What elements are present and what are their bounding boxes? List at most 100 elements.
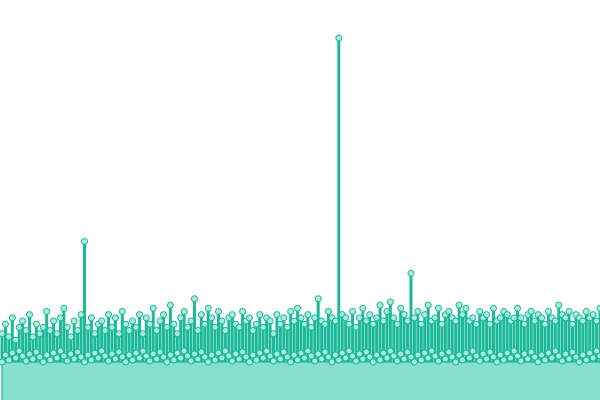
baseline-marker bbox=[276, 355, 284, 363]
baseline-marker bbox=[459, 356, 467, 364]
lollipop-marker bbox=[383, 307, 391, 315]
baseline-marker bbox=[407, 353, 415, 361]
lollipop-marker bbox=[321, 320, 329, 328]
lollipop-marker bbox=[273, 311, 281, 319]
lollipop-marker bbox=[194, 327, 202, 335]
baseline-marker bbox=[297, 349, 305, 357]
lollipop-marker bbox=[565, 307, 573, 315]
lollipop-marker bbox=[1, 320, 9, 328]
baseline-marker bbox=[431, 352, 439, 360]
lollipop-marker bbox=[459, 311, 467, 319]
lollipop-marker bbox=[476, 307, 484, 315]
lollipop-marker bbox=[53, 330, 61, 338]
lollipop-marker bbox=[541, 320, 549, 328]
baseline-marker bbox=[527, 348, 535, 356]
lollipop-marker bbox=[311, 314, 319, 322]
lollipop-marker bbox=[146, 320, 154, 328]
baseline-marker bbox=[445, 348, 453, 356]
baseline-marker bbox=[569, 348, 577, 356]
baseline-marker bbox=[352, 357, 360, 365]
baseline-marker bbox=[115, 348, 123, 356]
baseline-marker bbox=[32, 348, 40, 356]
lollipop-marker bbox=[118, 307, 126, 315]
baseline-marker bbox=[156, 348, 164, 356]
lollipop-marker bbox=[215, 307, 223, 315]
baseline-marker bbox=[142, 352, 150, 360]
lollipop-marker bbox=[221, 327, 229, 335]
baseline-marker bbox=[572, 353, 580, 361]
lollipop-marker bbox=[376, 301, 384, 309]
baseline-marker bbox=[376, 356, 384, 364]
lollipop-marker bbox=[431, 314, 439, 322]
baseline-marker bbox=[304, 347, 312, 355]
lollipop-marker bbox=[187, 317, 195, 325]
baseline-marker bbox=[8, 349, 16, 357]
lollipop-marker bbox=[307, 323, 315, 331]
lollipop-marker bbox=[36, 330, 44, 338]
baseline-marker bbox=[163, 358, 171, 366]
lollipop-marker bbox=[352, 323, 360, 331]
lollipop-marker bbox=[452, 317, 460, 325]
lollipop-marker bbox=[208, 314, 216, 322]
lollipop-marker bbox=[266, 317, 274, 325]
baseline-marker bbox=[596, 352, 600, 360]
lollipop-marker bbox=[74, 327, 82, 335]
baseline-marker bbox=[318, 355, 326, 363]
baseline-marker bbox=[105, 357, 113, 365]
baseline-marker bbox=[273, 350, 281, 358]
baseline-marker bbox=[108, 350, 116, 358]
lollipop-marker bbox=[12, 336, 20, 344]
baseline-marker bbox=[263, 347, 271, 355]
lollipop-marker bbox=[369, 320, 377, 328]
baseline-marker bbox=[589, 354, 597, 362]
lollipop-marker bbox=[108, 323, 116, 331]
lollipop-marker bbox=[455, 301, 463, 309]
lollipop-marker bbox=[235, 323, 243, 331]
lollipop-marker bbox=[397, 304, 405, 312]
lollipop-marker bbox=[469, 314, 477, 322]
baseline-marker bbox=[266, 352, 274, 360]
lollipop-marker bbox=[5, 333, 13, 341]
baseline-marker bbox=[242, 353, 250, 361]
lollipop-marker bbox=[239, 307, 247, 315]
baseline-marker bbox=[307, 352, 315, 360]
lollipop-marker bbox=[290, 317, 298, 325]
baseline-marker bbox=[414, 351, 422, 359]
baseline-marker bbox=[483, 355, 491, 363]
baseline-marker bbox=[221, 347, 229, 355]
lollipop-marker bbox=[287, 307, 295, 315]
baseline-marker bbox=[424, 354, 432, 362]
baseline-marker bbox=[87, 356, 95, 364]
baseline-marker bbox=[111, 355, 119, 363]
baseline-marker bbox=[544, 349, 552, 357]
lollipop-marker bbox=[424, 301, 432, 309]
baseline-marker bbox=[314, 350, 322, 358]
baseline-marker bbox=[56, 347, 64, 355]
lollipop-marker bbox=[472, 320, 480, 328]
baseline-marker bbox=[324, 353, 332, 361]
baseline-marker bbox=[531, 353, 539, 361]
lollipop-marker bbox=[359, 304, 367, 312]
baseline-marker bbox=[294, 356, 302, 364]
lollipop-marker bbox=[300, 320, 308, 328]
baseline-marker bbox=[12, 354, 20, 362]
lollipop-marker bbox=[544, 307, 552, 315]
baseline-marker bbox=[448, 353, 456, 361]
lollipop-marker bbox=[379, 317, 387, 325]
baseline-marker bbox=[98, 347, 106, 355]
baseline-marker bbox=[359, 355, 367, 363]
lollipop-marker bbox=[390, 314, 398, 322]
baseline-marker bbox=[342, 354, 350, 362]
lollipop-marker bbox=[514, 304, 522, 312]
lollipop-marker bbox=[43, 307, 51, 315]
lollipop-marker bbox=[462, 304, 470, 312]
baseline-marker bbox=[562, 350, 570, 358]
baseline-marker bbox=[53, 354, 61, 362]
lollipop-marker bbox=[25, 311, 33, 319]
baseline-marker bbox=[421, 349, 429, 357]
lollipop-marker bbox=[139, 330, 147, 338]
lollipop-marker bbox=[132, 323, 140, 331]
lollipop-marker bbox=[417, 320, 425, 328]
baseline-marker bbox=[80, 358, 88, 366]
